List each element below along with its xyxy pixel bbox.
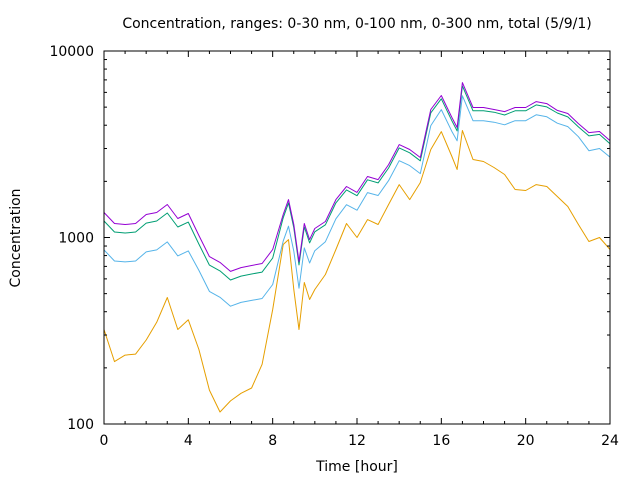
x-tick-label: 0 (100, 433, 109, 449)
x-tick-label: 8 (268, 433, 277, 449)
y-tick-label: 1000 (58, 231, 94, 247)
series-layer (103, 82, 611, 413)
x-tick-label: 4 (184, 433, 193, 449)
series-line-0-300-nm (103, 85, 611, 281)
x-tick-label: 20 (517, 433, 535, 449)
x-axis-label: Time [hour] (315, 459, 398, 475)
plot-frame (103, 50, 611, 425)
x-tick-label: 16 (432, 433, 450, 449)
series-line-0-30-nm (103, 130, 611, 413)
series-line-0-100-nm (103, 95, 611, 307)
x-tick-label: 12 (348, 433, 366, 449)
chart-title: Concentration, ranges: 0-30 nm, 0-100 nm… (122, 16, 591, 32)
axes: 0 4 8 12 16 20 24 100 1000 10000 (49, 44, 619, 449)
y-axis-label: Concentration (8, 188, 24, 287)
y-tick-label: 100 (67, 417, 94, 433)
x-tick-label: 24 (601, 433, 619, 449)
series-line-total (103, 82, 611, 272)
y-tick-label: 10000 (49, 44, 94, 60)
